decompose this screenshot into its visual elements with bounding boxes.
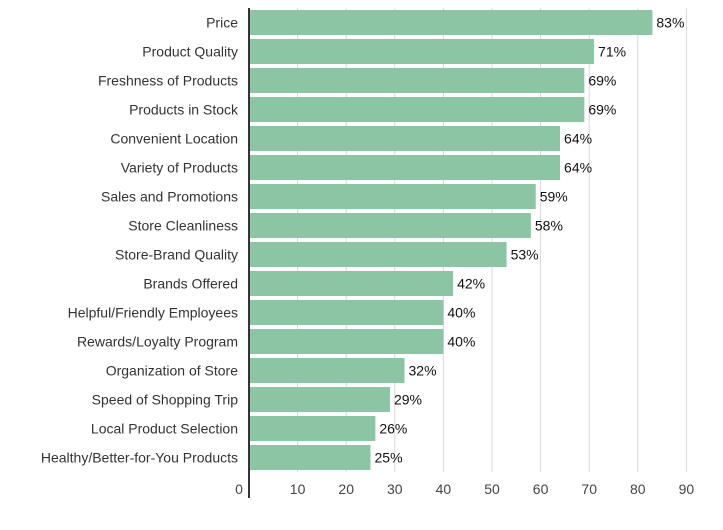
bar <box>249 445 371 470</box>
category-label: Variety of Products <box>121 160 238 176</box>
x-tick-label: 80 <box>630 481 646 497</box>
bar <box>249 155 561 180</box>
bar <box>249 387 390 412</box>
value-label: 69% <box>588 73 616 89</box>
bar <box>249 300 444 325</box>
value-label: 32% <box>409 363 437 379</box>
category-label: Convenient Location <box>110 131 238 147</box>
bar <box>249 213 531 238</box>
value-label: 26% <box>379 421 407 437</box>
bar <box>249 39 595 64</box>
bars <box>249 10 653 470</box>
value-label: 69% <box>588 102 616 118</box>
category-label: Price <box>206 15 238 31</box>
value-label: 71% <box>598 44 626 60</box>
x-tick-label: 90 <box>679 481 695 497</box>
value-labels: 83% 71% 69% 69% 64% 64% 59% 58% 53% 42% 40% 40% 32% 2… <box>375 15 685 466</box>
x-tick-labels: 0 10 20 30 40 50 60 70 80 90 <box>235 481 694 497</box>
category-label: Store Cleanliness <box>128 218 238 234</box>
category-label: Brands Offered <box>143 276 238 292</box>
x-tick-label: 70 <box>581 481 597 497</box>
bar <box>249 10 653 35</box>
value-label: 29% <box>394 392 422 408</box>
value-label: 64% <box>564 131 592 147</box>
bar <box>249 97 585 122</box>
category-label: Healthy/Better-for-You Products <box>41 450 238 466</box>
x-tick-label: 40 <box>436 481 452 497</box>
value-label: 53% <box>511 247 539 263</box>
bar <box>249 184 536 209</box>
category-label: Freshness of Products <box>98 73 238 89</box>
x-tick-label: 20 <box>338 481 354 497</box>
value-label: 40% <box>447 334 475 350</box>
category-labels: Price Product Quality Freshness of Product… <box>41 15 239 466</box>
category-label: Speed of Shopping Trip <box>92 392 239 408</box>
x-tick-label: 0 <box>235 481 243 497</box>
value-label: 42% <box>457 276 485 292</box>
value-label: 59% <box>540 189 568 205</box>
x-tick-label: 50 <box>484 481 500 497</box>
bar <box>249 68 585 93</box>
value-label: 40% <box>447 305 475 321</box>
value-label: 83% <box>656 15 684 31</box>
bar <box>249 126 561 151</box>
bar <box>249 358 405 383</box>
category-label: Products in Stock <box>129 102 239 118</box>
x-tick-label: 30 <box>387 481 403 497</box>
category-label: Sales and Promotions <box>101 189 238 205</box>
value-label: 64% <box>564 160 592 176</box>
category-label: Rewards/Loyalty Program <box>77 334 238 350</box>
category-label: Organization of Store <box>106 363 239 379</box>
category-label: Local Product Selection <box>91 421 238 437</box>
category-label: Product Quality <box>142 44 238 60</box>
bar <box>249 271 454 296</box>
x-tick-label: 60 <box>533 481 549 497</box>
value-label: 58% <box>535 218 563 234</box>
bar <box>249 242 507 267</box>
category-label: Helpful/Friendly Employees <box>68 305 238 321</box>
bar <box>249 329 444 354</box>
value-label: 25% <box>375 450 403 466</box>
x-tick-label: 10 <box>290 481 306 497</box>
category-label: Store-Brand Quality <box>115 247 238 263</box>
bar <box>249 416 376 441</box>
